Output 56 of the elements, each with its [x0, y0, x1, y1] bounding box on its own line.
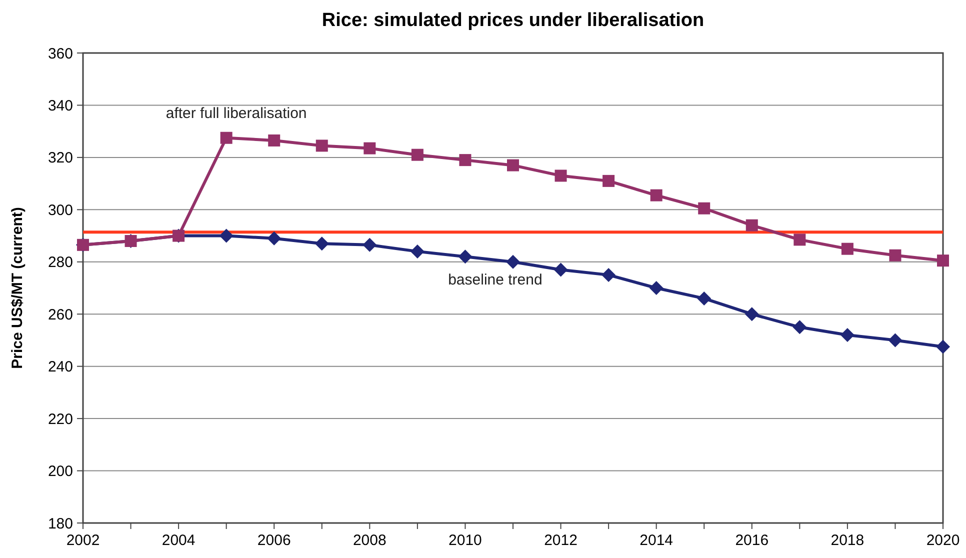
- y-tick-label: 280: [48, 254, 73, 272]
- point: [507, 159, 519, 172]
- point: [650, 189, 662, 202]
- point: [841, 242, 854, 255]
- point: [602, 174, 615, 187]
- point: [410, 244, 424, 258]
- point: [937, 254, 949, 267]
- y-tick-label: 220: [48, 410, 73, 428]
- point: [267, 231, 282, 246]
- x-tick-label: 2016: [735, 532, 769, 549]
- point: [602, 268, 616, 282]
- y-tick-label: 360: [48, 45, 73, 62]
- point: [411, 148, 424, 161]
- point: [459, 154, 472, 166]
- point: [362, 238, 377, 252]
- point: [554, 170, 567, 182]
- point: [314, 236, 329, 251]
- x-tick-label: 2008: [352, 532, 386, 549]
- point: [506, 254, 520, 269]
- point: [554, 262, 568, 277]
- series-label: baseline trend: [448, 272, 542, 289]
- point: [219, 228, 234, 243]
- x-tick-label: 2018: [830, 532, 864, 549]
- y-tick-label: 300: [48, 202, 73, 219]
- x-tick-label: 2012: [544, 532, 578, 549]
- point: [649, 281, 664, 295]
- y-axis-title: Price US$/MT (current): [9, 207, 26, 369]
- point: [744, 307, 759, 322]
- point: [889, 249, 902, 262]
- x-tick-label: 2006: [257, 532, 291, 549]
- y-tick-label: 260: [48, 306, 73, 324]
- point: [697, 291, 712, 306]
- y-tick-label: 340: [48, 97, 73, 114]
- y-tick-label: 320: [48, 150, 73, 167]
- x-tick-label: 2004: [162, 532, 196, 549]
- y-tick-label: 180: [48, 515, 73, 532]
- point: [792, 320, 807, 334]
- x-tick-label: 2014: [640, 532, 674, 549]
- point: [936, 340, 950, 354]
- point: [364, 142, 376, 154]
- point: [698, 202, 710, 214]
- y-tick-label: 200: [48, 463, 73, 480]
- point: [746, 219, 758, 232]
- point: [794, 234, 806, 246]
- point: [268, 134, 280, 146]
- x-tick-label: 2002: [66, 532, 100, 549]
- point: [840, 328, 854, 342]
- point: [458, 250, 472, 264]
- point: [316, 140, 328, 152]
- chart-title: Rice: simulated prices under liberalisation: [322, 10, 704, 31]
- x-tick-label: 2020: [926, 532, 960, 549]
- point: [220, 132, 232, 144]
- y-tick-label: 240: [48, 358, 73, 376]
- x-tick-label: 2010: [448, 532, 482, 549]
- series-label: after full liberalisation: [166, 104, 307, 122]
- point: [888, 333, 902, 348]
